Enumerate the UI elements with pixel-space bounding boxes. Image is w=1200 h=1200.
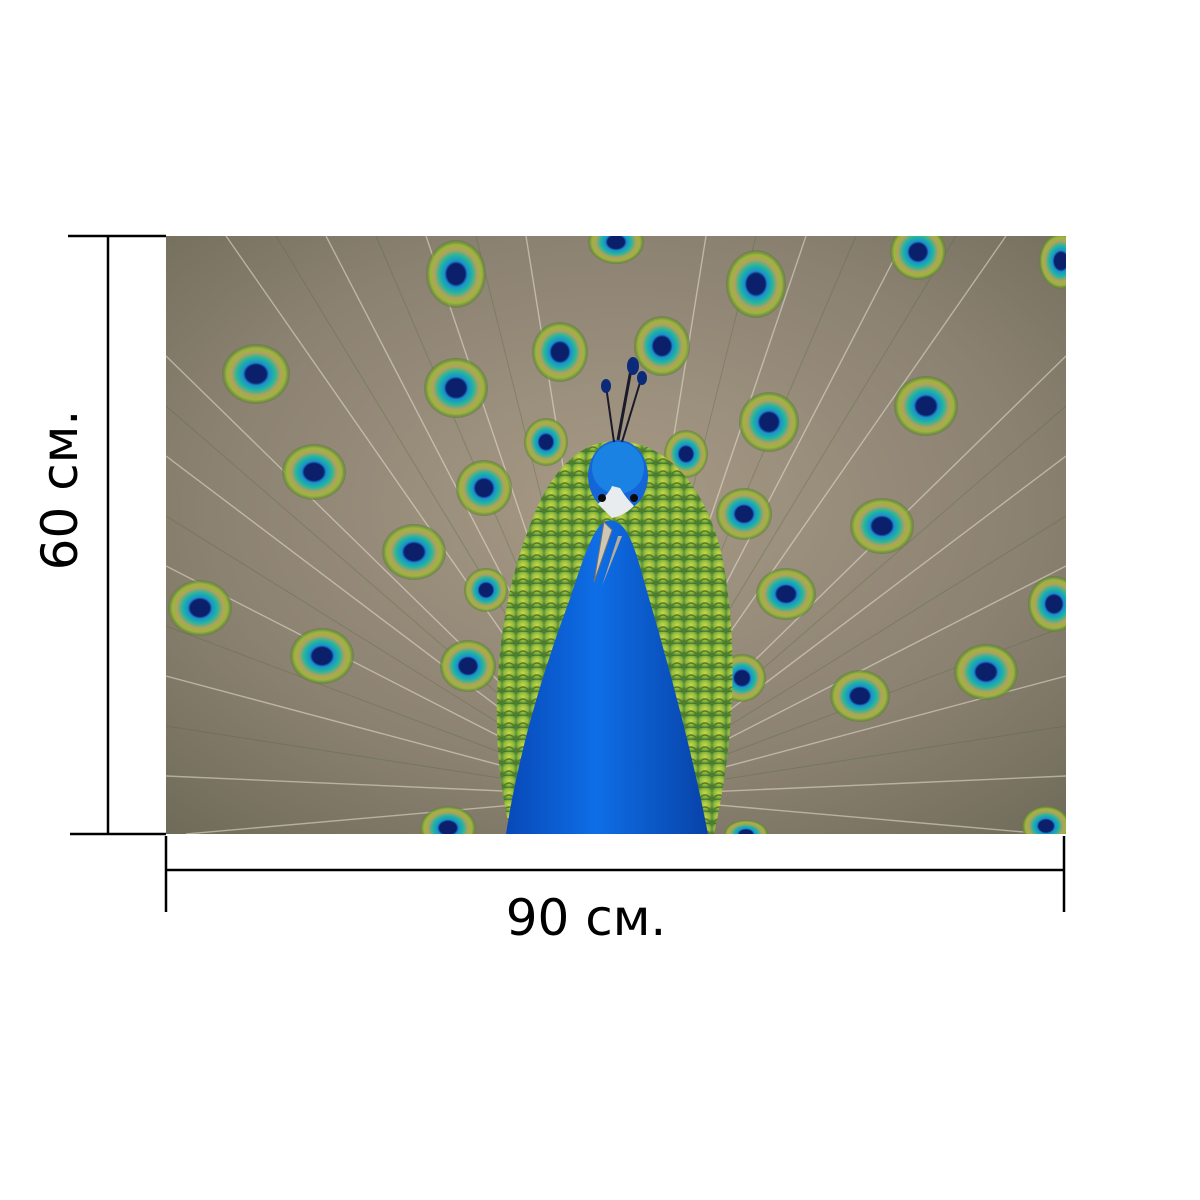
peacock-photo — [166, 236, 1066, 834]
peacock-head — [588, 357, 648, 586]
peacock-illustration — [166, 236, 1066, 834]
feather-eyes — [168, 236, 1066, 834]
width-label: 90 см. — [505, 889, 667, 947]
height-label: 60 см. — [31, 409, 89, 571]
peacock-neck — [506, 520, 708, 834]
